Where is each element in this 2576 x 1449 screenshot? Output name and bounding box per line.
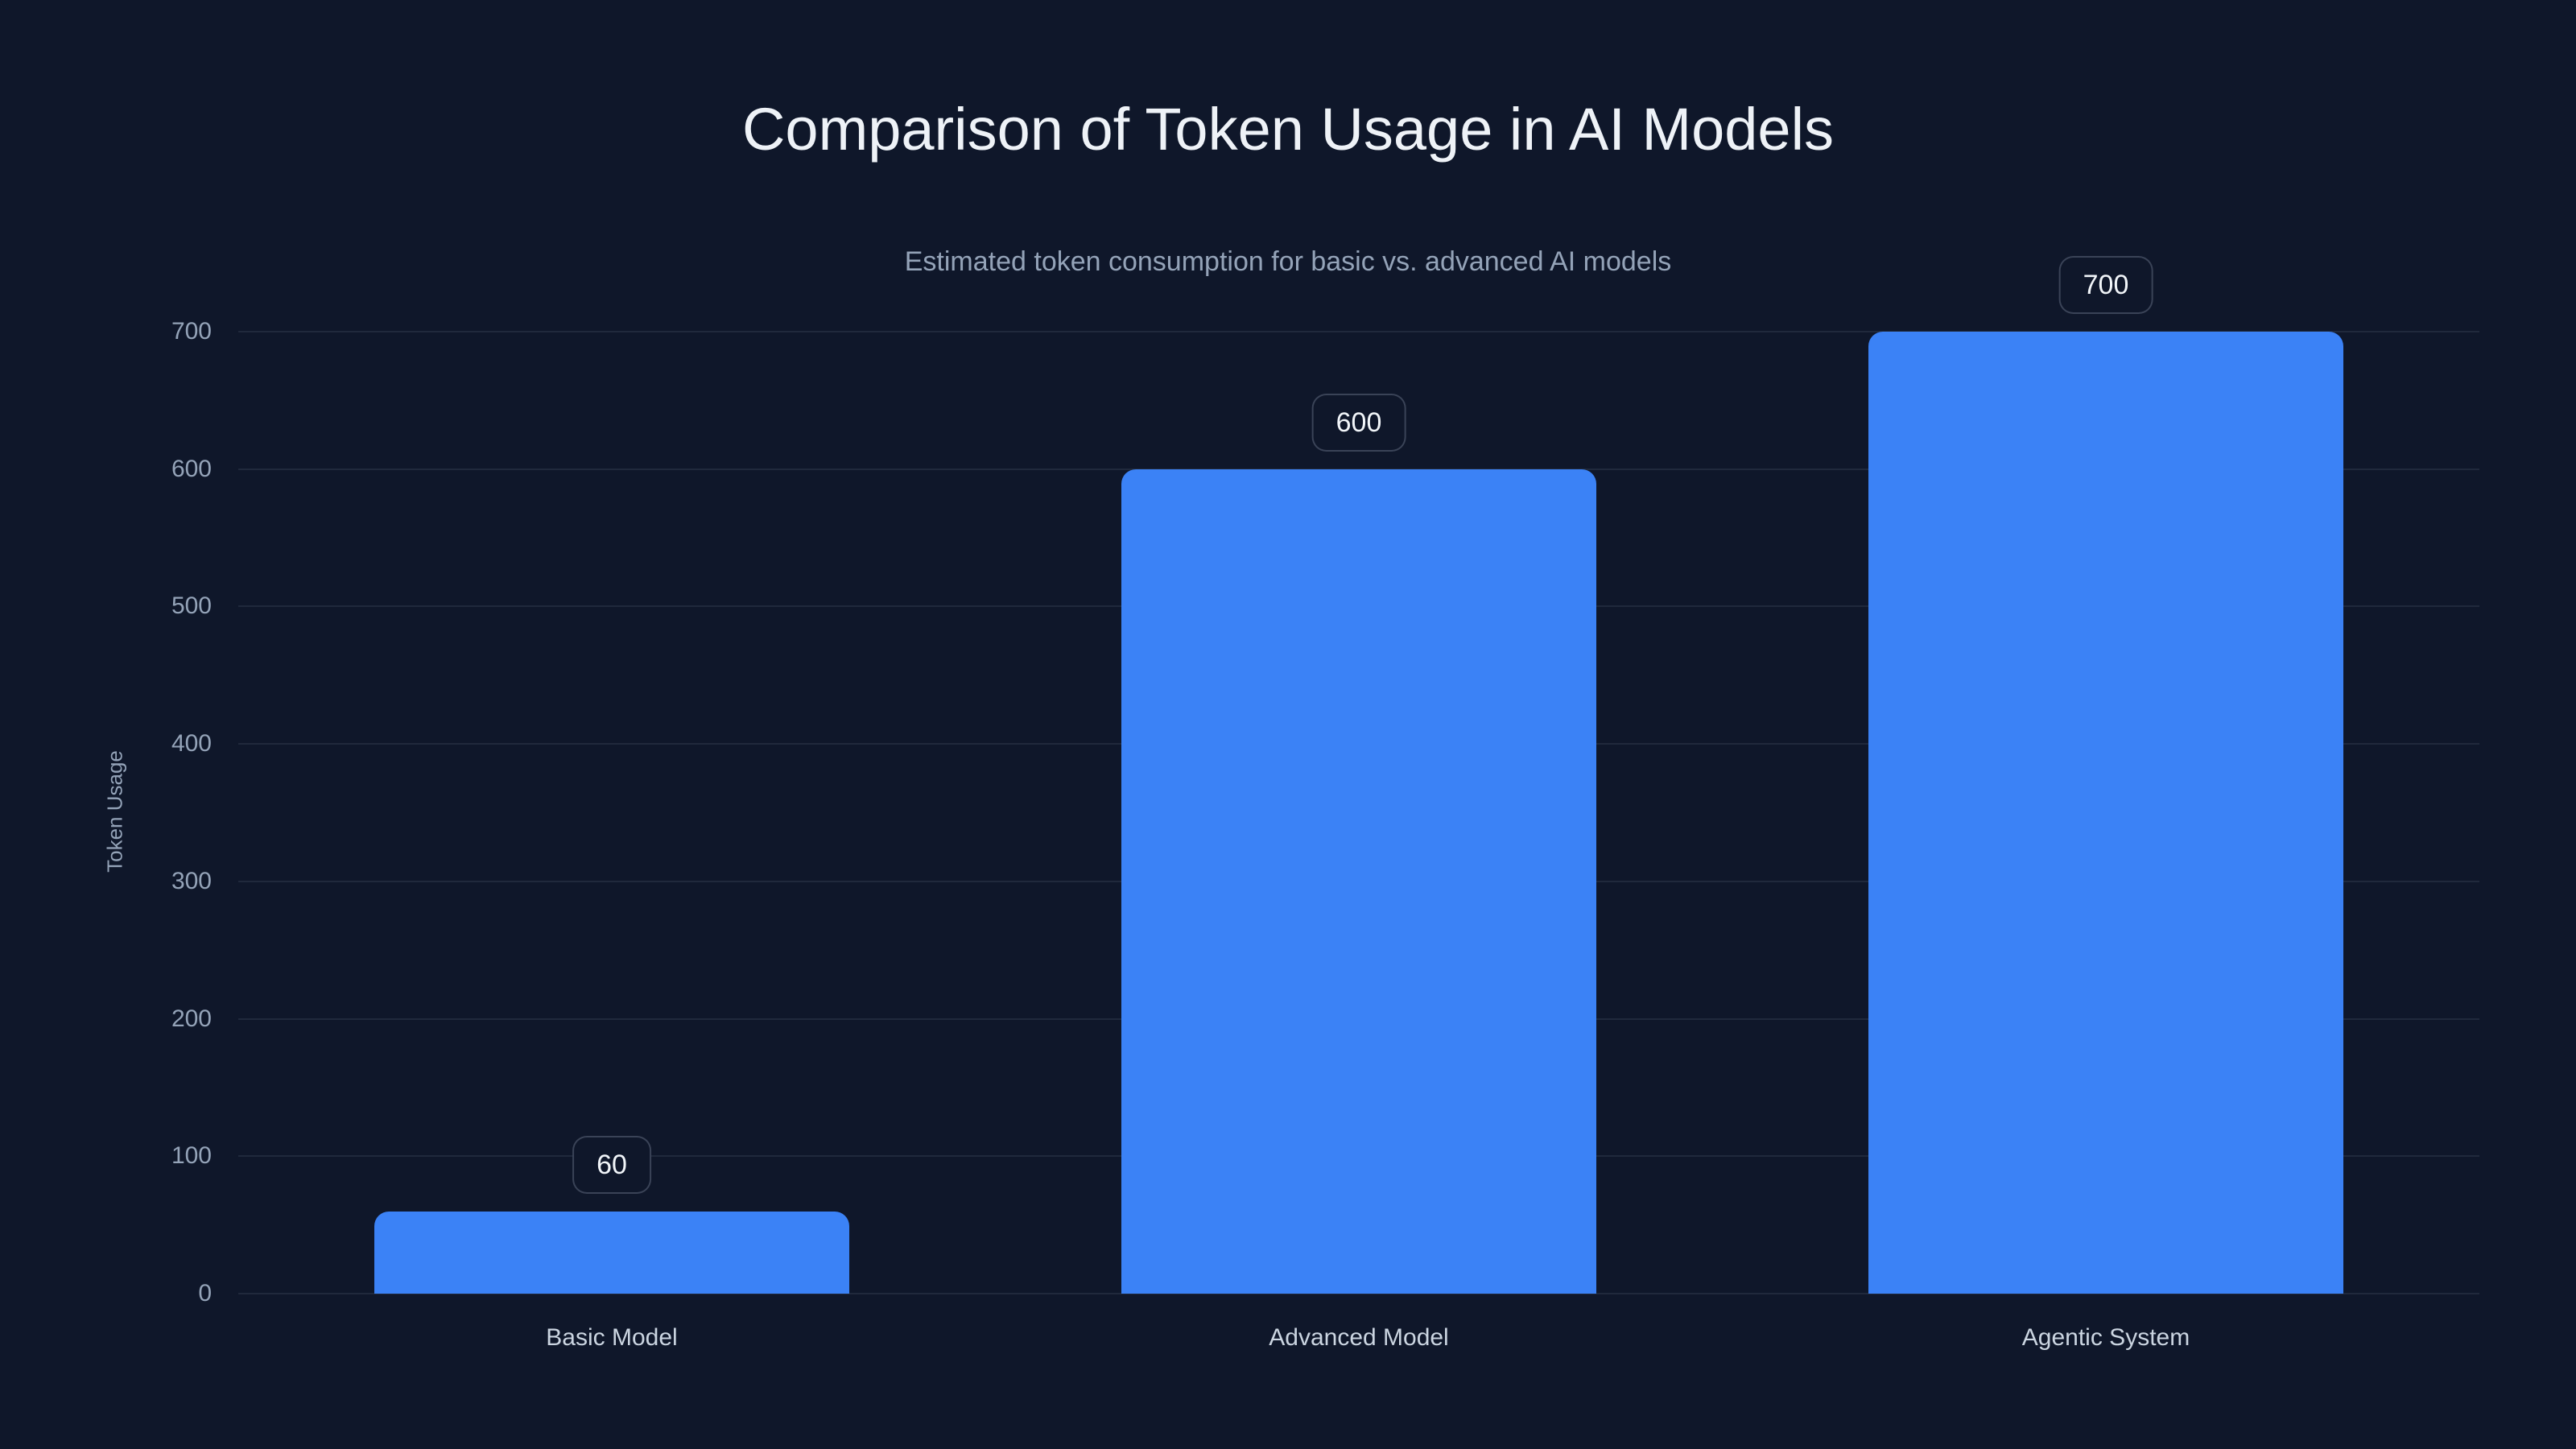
y-tick-label-600: 600	[171, 455, 212, 482]
y-tick-label-500: 500	[171, 592, 212, 620]
x-tick-label-basic-model: Basic Model	[546, 1324, 678, 1351]
y-tick-label-100: 100	[171, 1142, 212, 1170]
value-badge-agentic-system: 700	[2058, 256, 2153, 314]
chart-title: Comparison of Token Usage in AI Models	[741, 96, 1835, 163]
value-badge-advanced-model: 600	[1311, 393, 1406, 452]
chart-subtitle: Estimated token consumption for basic vs…	[904, 246, 1672, 277]
bar-basic-model[interactable]	[374, 1211, 849, 1294]
y-tick-label-700: 700	[171, 318, 212, 345]
bar-advanced-model[interactable]	[1121, 469, 1596, 1294]
gridline-0	[238, 1293, 2479, 1294]
x-tick-label-agentic-system: Agentic System	[2021, 1324, 2190, 1351]
y-tick-label-200: 200	[171, 1005, 212, 1032]
y-tick-label-300: 300	[171, 867, 212, 894]
gridline-700	[238, 331, 2479, 332]
bar-agentic-system[interactable]	[1868, 332, 2343, 1294]
y-tick-label-400: 400	[171, 730, 212, 758]
y-tick-label-0: 0	[198, 1280, 212, 1307]
x-tick-label-advanced-model: Advanced Model	[1269, 1324, 1449, 1351]
y-axis-title: Token Usage	[102, 750, 127, 873]
value-badge-basic-model: 60	[572, 1135, 651, 1194]
